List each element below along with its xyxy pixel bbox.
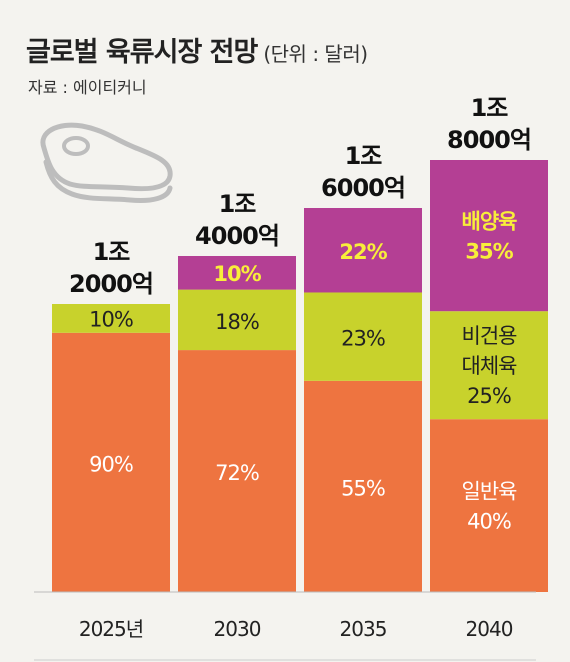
unit-label: (단위 : 달러)	[263, 42, 368, 66]
bar-segment-비건용-대체육-2	[304, 292, 422, 381]
data-label-2-2: 22%	[339, 240, 387, 264]
total-label-3-b: 8000억	[447, 126, 531, 154]
bar-segment-비건용-대체육-3	[430, 311, 548, 420]
x-tick-label-2: 2035	[340, 617, 387, 641]
data-label-3-1: 25%	[467, 384, 511, 408]
series-label-배양육: 배양육	[462, 210, 518, 234]
data-label-3-0: 40%	[467, 510, 511, 534]
total-label-0-a: 1조	[93, 238, 131, 266]
data-label-3-2: 35%	[465, 240, 513, 264]
bar-segment-일반육-3	[430, 419, 548, 592]
bar-segment-배양육-3	[430, 160, 548, 312]
source-note: 자료 : 에이티커니	[28, 78, 147, 97]
chart-title: 글로벌 육류시장 전망	[26, 37, 258, 68]
data-label-2-0: 55%	[341, 476, 385, 500]
total-label-1-b: 4000억	[195, 222, 279, 250]
total-label-3-a: 1조	[471, 94, 509, 122]
data-label-0-1: 10%	[89, 307, 133, 331]
total-label-0-b: 2000억	[69, 270, 153, 298]
x-tick-label-1: 2030	[214, 617, 261, 641]
bar-segment-비건용-대체육-1	[178, 289, 296, 351]
x-tick-label-3: 2040	[466, 617, 513, 641]
bar-segment-비건용-대체육-0	[52, 304, 170, 333]
x-tick-label-0: 2025년	[79, 617, 143, 641]
total-label-1-a: 1조	[219, 190, 257, 218]
data-label-0-0: 90%	[89, 452, 133, 476]
meat-steak-icon	[40, 122, 173, 203]
bar-segment-일반육-1	[178, 350, 296, 592]
chart-title-row: 글로벌 육류시장 전망 (단위 : 달러)	[26, 30, 368, 69]
total-label-2-a: 1조	[345, 142, 383, 170]
data-label-1-1: 18%	[215, 310, 259, 334]
data-label-1-0: 72%	[215, 461, 259, 485]
bar-segment-일반육-2	[304, 380, 422, 592]
series-label-비건용-대체육: 비건용	[462, 324, 518, 348]
bar-segment-배양육-1	[178, 256, 296, 290]
bar-segment-배양육-2	[304, 208, 422, 293]
series-label-비건용-대체육: 대체육	[462, 354, 518, 378]
data-label-1-2: 10%	[213, 262, 261, 286]
bar-segment-일반육-0	[52, 332, 170, 592]
total-label-2-b: 6000억	[321, 174, 405, 202]
data-label-2-1: 23%	[341, 327, 385, 351]
series-label-일반육: 일반육	[462, 480, 518, 504]
